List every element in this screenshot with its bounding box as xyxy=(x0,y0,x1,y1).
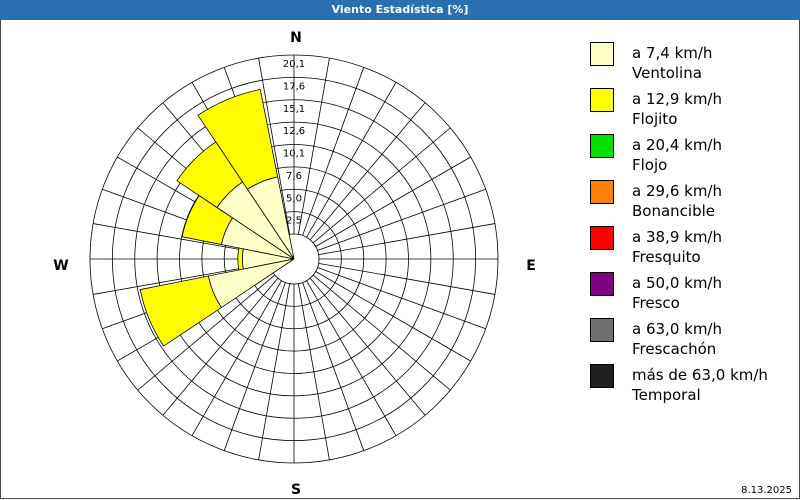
grid-ring xyxy=(134,99,454,419)
grid-ring xyxy=(223,188,365,330)
ring-label: 5,0 xyxy=(286,193,302,204)
legend-name: Frescachón xyxy=(632,340,717,358)
legend-swatch xyxy=(590,272,614,296)
compass-north: N xyxy=(290,30,302,46)
legend-range: a 50,0 km/h xyxy=(632,274,722,292)
legend-name: Fresco xyxy=(632,294,680,312)
wind-sector-nnw-1 xyxy=(197,89,279,190)
legend-name: Flojito xyxy=(632,110,678,128)
grid-ring xyxy=(179,144,409,374)
legend-swatch xyxy=(590,318,614,342)
legend-item: a 50,0 km/h Fresco xyxy=(590,272,790,318)
ring-label: 20,1 xyxy=(283,59,305,70)
grid-ring xyxy=(89,54,499,464)
grid-ring xyxy=(201,166,387,352)
ring-label: 17,6 xyxy=(283,81,305,92)
legend-range: a 29,6 km/h xyxy=(632,182,722,200)
legend-item: a 38,9 km/h Fresquito xyxy=(590,226,790,272)
legend-swatch xyxy=(590,42,614,66)
legend-name: Fresquito xyxy=(632,248,701,266)
legend-name: Bonancible xyxy=(632,202,716,220)
ring-label: 10,1 xyxy=(283,149,305,160)
compass-south: S xyxy=(291,482,301,498)
date-stamp: 8.13.2025 xyxy=(741,485,792,496)
legend-name: Flojo xyxy=(632,156,668,174)
legend-swatch xyxy=(590,134,614,158)
ring-label: 2,5 xyxy=(286,216,302,227)
ring-labels: 2,5 5,0 7,6 10,1 12,6 15,1 17,6 20,1 xyxy=(283,59,305,227)
wind-sector-w-1 xyxy=(237,247,244,271)
legend-range: a 7,4 km/h xyxy=(632,44,713,62)
legend-item: a 7,4 km/h Ventolina xyxy=(590,42,790,88)
compass-east: E xyxy=(526,258,536,274)
legend-swatch xyxy=(590,226,614,250)
legend-item: a 29,6 km/h Bonancible xyxy=(590,180,790,226)
legend-item: más de 63,0 km/h Temporal xyxy=(590,364,790,410)
ring-label: 12,6 xyxy=(283,126,305,137)
legend-range: a 12,9 km/h xyxy=(632,90,722,108)
legend-name: Temporal xyxy=(632,386,701,404)
grid-ring xyxy=(111,76,477,442)
window-title: Viento Estadística [%] xyxy=(0,0,800,20)
legend-item: a 12,9 km/h Flojito xyxy=(590,88,790,134)
legend-item: a 20,4 km/h Flojo xyxy=(590,134,790,180)
wind-sector-nw-1 xyxy=(176,141,244,209)
compass-west: W xyxy=(53,258,68,274)
legend-range: a 38,9 km/h xyxy=(632,228,722,246)
wind-sector-wsw-1 xyxy=(139,275,222,347)
legend-swatch xyxy=(590,88,614,112)
wind-sectors xyxy=(139,89,295,347)
legend-name: Ventolina xyxy=(632,64,702,82)
legend-item: a 63,0 km/h Frescachón xyxy=(590,318,790,364)
legend-swatch xyxy=(590,180,614,204)
ring-label: 7,6 xyxy=(286,171,302,182)
wind-sector-wnw-1 xyxy=(181,195,234,246)
legend-range: a 63,0 km/h xyxy=(632,320,722,338)
legend-swatch xyxy=(590,364,614,388)
legend-range: a 20,4 km/h xyxy=(632,136,722,154)
ring-label: 15,1 xyxy=(283,104,305,115)
legend-range: más de 63,0 km/h xyxy=(632,366,768,384)
grid-ring xyxy=(156,121,432,397)
